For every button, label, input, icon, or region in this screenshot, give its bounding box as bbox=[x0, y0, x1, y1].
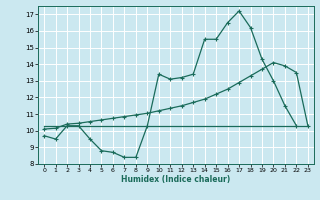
X-axis label: Humidex (Indice chaleur): Humidex (Indice chaleur) bbox=[121, 175, 231, 184]
